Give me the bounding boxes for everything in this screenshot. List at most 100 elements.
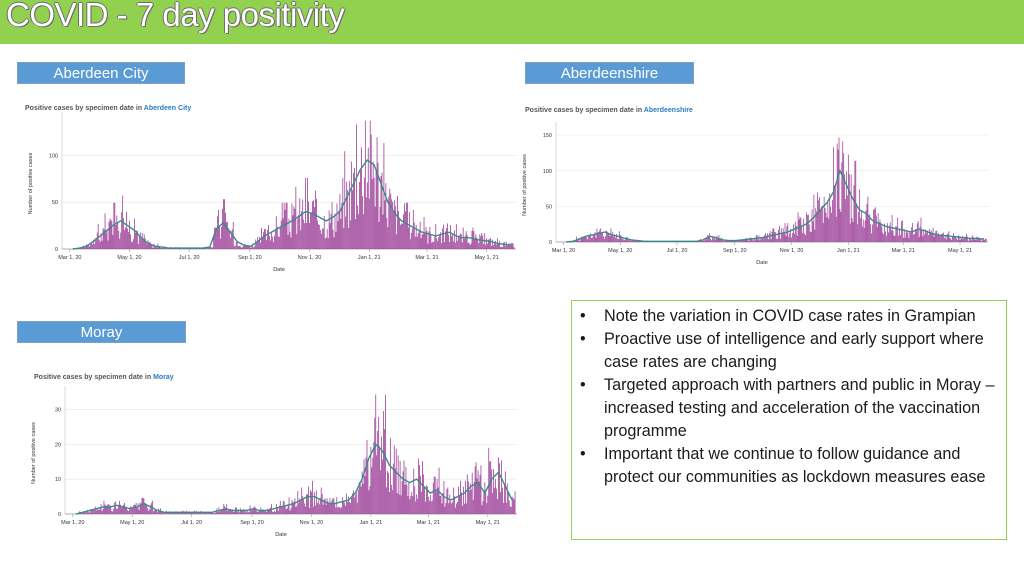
bar-series <box>76 120 515 250</box>
chart-title: Positive cases by specimen date in Aberd… <box>25 105 191 112</box>
bar <box>151 244 153 249</box>
bar <box>332 229 334 249</box>
bar <box>416 494 418 514</box>
bar <box>349 180 351 249</box>
bar <box>120 504 121 514</box>
bar <box>793 224 794 242</box>
bar <box>246 509 248 514</box>
bar <box>866 203 868 242</box>
bar <box>102 509 104 514</box>
bar <box>410 232 412 249</box>
bar <box>100 504 102 514</box>
bar <box>589 234 590 242</box>
bar <box>954 237 955 242</box>
bar <box>214 512 216 514</box>
bar <box>114 502 116 514</box>
bar <box>404 203 405 249</box>
bar <box>158 246 160 249</box>
bar <box>429 495 431 514</box>
bar <box>270 507 271 514</box>
bar <box>506 483 508 514</box>
bar <box>451 235 452 249</box>
bar <box>206 247 208 249</box>
bar <box>205 512 207 514</box>
bar <box>601 233 602 242</box>
bar <box>378 416 380 514</box>
bar <box>264 511 266 514</box>
bar <box>245 246 247 249</box>
bar <box>137 503 139 514</box>
bar <box>788 237 790 242</box>
bar <box>403 214 404 249</box>
bar <box>329 223 331 249</box>
bar <box>392 201 394 249</box>
x-tick-label: May 1, 20 <box>117 255 141 261</box>
bar <box>387 470 388 514</box>
bar <box>490 237 491 249</box>
bar <box>115 225 117 249</box>
bar <box>460 480 461 514</box>
bar <box>250 247 252 249</box>
bar <box>248 512 250 514</box>
bar <box>858 211 859 242</box>
bar <box>130 234 131 249</box>
bar <box>385 394 386 514</box>
bar <box>928 235 929 242</box>
bar <box>459 233 461 249</box>
bar <box>155 509 156 514</box>
bar <box>456 240 458 249</box>
bar <box>590 233 591 242</box>
bar <box>287 504 289 514</box>
bar <box>125 227 126 249</box>
bar <box>473 231 475 249</box>
bar <box>90 242 92 249</box>
bar <box>358 213 359 249</box>
bar <box>821 205 823 242</box>
bar <box>357 205 358 249</box>
bar <box>273 512 274 514</box>
bar <box>310 490 311 514</box>
bar <box>425 226 427 249</box>
bar <box>246 245 248 249</box>
bar <box>225 507 227 514</box>
bar <box>970 240 972 242</box>
bar <box>250 508 252 514</box>
bar <box>326 498 328 514</box>
bar <box>761 238 763 242</box>
bar <box>129 220 130 249</box>
bar <box>439 234 441 249</box>
bar <box>442 493 444 514</box>
bar <box>256 242 258 249</box>
bar <box>428 231 430 249</box>
bar <box>184 512 186 514</box>
bar <box>328 210 330 249</box>
bar <box>136 508 138 514</box>
bar <box>354 494 356 514</box>
bar <box>129 506 131 514</box>
bar <box>125 506 126 514</box>
bar <box>635 240 637 242</box>
bar <box>330 502 332 514</box>
bar <box>458 486 459 514</box>
chart-title-area: Aberdeen City <box>144 105 192 112</box>
bar <box>84 247 85 249</box>
bar <box>470 489 472 514</box>
bar <box>144 238 146 249</box>
bar <box>495 240 496 249</box>
bar <box>780 228 782 242</box>
bar <box>753 237 755 242</box>
bar <box>790 228 791 242</box>
bar <box>197 512 198 514</box>
bar <box>319 229 321 249</box>
bar <box>880 222 882 242</box>
bar <box>162 512 164 514</box>
bar <box>296 505 298 514</box>
bar <box>100 233 102 249</box>
bar <box>841 162 843 242</box>
bar <box>114 202 116 249</box>
bar <box>221 226 222 249</box>
bar <box>408 481 410 514</box>
bar <box>829 193 831 242</box>
bar <box>371 179 373 249</box>
bar <box>430 501 432 514</box>
